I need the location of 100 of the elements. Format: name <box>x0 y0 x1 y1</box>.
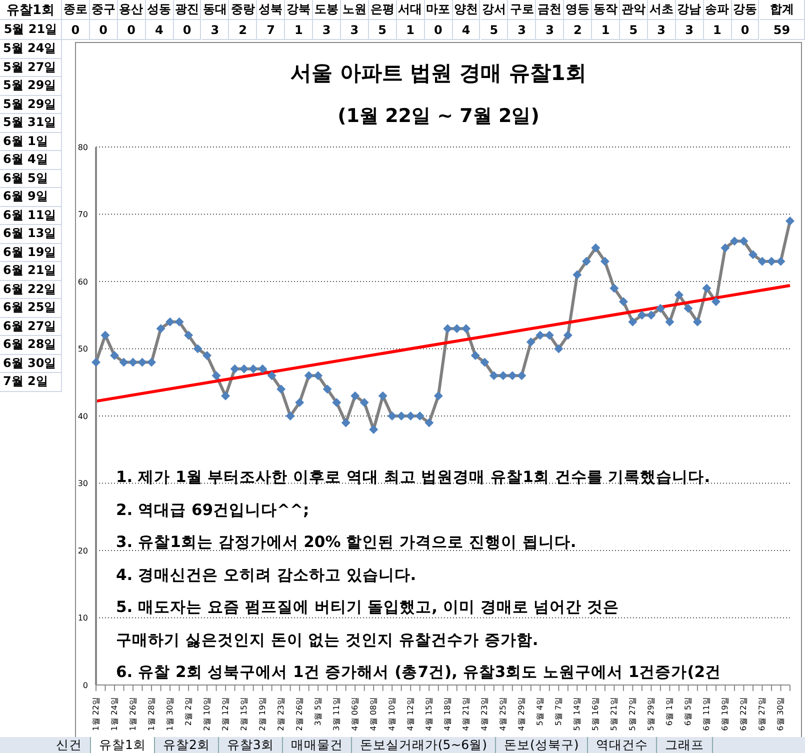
x-tick-label: 5월 4일 <box>536 697 545 726</box>
x-tick-label: 2월 15일 <box>240 697 249 731</box>
x-tick-label: 노원 <box>341 0 369 20</box>
text: 6월 5일 <box>0 170 62 188</box>
text: 6월 28일 <box>0 336 62 354</box>
data-label: 0 <box>118 20 146 40</box>
x-tick-label: 합계 <box>760 0 805 20</box>
text: 6월 21일 <box>0 262 62 280</box>
text: 신건 <box>48 736 91 753</box>
data-label: 2 <box>564 20 592 40</box>
x-tick-label: 6월 27일 <box>758 697 767 731</box>
x-tick-label: 마포 <box>424 0 453 20</box>
x-tick-label: 6월 22일 <box>739 697 748 731</box>
data-label: 5 <box>620 20 648 40</box>
text: 6월 30일 <box>0 354 62 373</box>
text: 유찰3회 <box>218 736 283 753</box>
x-tick-label: 1월 28일 <box>147 697 156 731</box>
text: 7월 2일 <box>0 373 62 392</box>
x-tick-label: 2월 2일 <box>184 697 194 726</box>
text: 돈보실거래가(5~6월) <box>352 736 496 753</box>
data-label: 3 <box>341 20 369 40</box>
text: 6월 19일 <box>0 244 62 262</box>
x-tick-label: 은평 <box>368 0 397 20</box>
x-tick-label: 4월 25일 <box>498 697 508 731</box>
x-tick-label: 영등 <box>564 0 592 20</box>
x-tick-label: 4월 18일 <box>443 697 452 731</box>
x-tick-label: 2월 10일 <box>202 697 212 731</box>
annotation: 4. 경매신건은 오히려 감소하고 있습니다. <box>116 564 418 586</box>
x-tick-label: 송파 <box>704 0 732 20</box>
data-label: 1 <box>592 20 620 40</box>
data-label: 1 <box>704 20 732 40</box>
x-tick-label: 1월 26일 <box>128 697 138 731</box>
text: 5월 27일 <box>0 58 62 77</box>
x-tick-label: 5월 16일 <box>591 697 600 731</box>
x-tick-label: 5월 7일 <box>554 697 564 726</box>
x-tick-label: 3월 11일 <box>332 697 342 731</box>
x-tick-label: 강서 <box>480 0 508 20</box>
x-tick-label: 성북 <box>257 0 286 20</box>
x-tick-label: 3월 5일 <box>314 697 323 726</box>
text: 돈보(성북구) <box>496 736 588 753</box>
x-tick-label: 도봉 <box>313 0 341 20</box>
x-tick-label: 5월 29일 <box>646 697 656 731</box>
data-label: 3 <box>676 20 704 40</box>
x-tick-label: 동작 <box>592 0 620 20</box>
data-label: 1 <box>396 20 425 40</box>
text: 6월 11일 <box>0 206 62 225</box>
y-tick-label: 70 <box>78 210 88 220</box>
x-tick-label: 중구 <box>90 0 118 20</box>
text: 유찰2회 <box>154 736 219 753</box>
x-tick-label: 1월 22일 <box>92 697 100 731</box>
x-tick-label: 4월 08일 <box>369 697 378 731</box>
x-tick-label: 관악 <box>620 0 648 20</box>
y-tick-label: 40 <box>78 412 88 421</box>
text: 6월 27일 <box>0 318 62 336</box>
data-label: 1 <box>285 20 314 40</box>
data-label: 2 <box>229 20 258 40</box>
y-tick-label: 0 <box>82 680 88 690</box>
data-label: 0 <box>732 20 760 40</box>
x-tick-label: 6월 11일 <box>702 697 712 731</box>
x-tick-label: 광진 <box>174 0 202 20</box>
data-label: 4 <box>452 20 480 40</box>
data-label: 3 <box>202 20 230 40</box>
x-tick-label: 6월 5일 <box>684 697 693 726</box>
y-tick-label: 80 <box>78 142 88 152</box>
data-label: 59 <box>760 20 805 40</box>
x-tick-label: 양천 <box>452 0 480 20</box>
y-tick-label: 60 <box>78 277 88 286</box>
x-tick-label: 4월 15일 <box>424 697 434 731</box>
x-tick-label: 4월 06일 <box>350 697 360 731</box>
text: 유찰1회 <box>0 0 62 20</box>
chart-subtitle: (1월 22일 ~ 7월 2일) <box>336 104 540 129</box>
x-tick-label: 성동 <box>146 0 174 20</box>
annotation: 3. 유찰1회는 감정가에서 20% 할인된 가격으로 진행이 됩니다. <box>116 532 578 553</box>
x-tick-label: 1월 30일 <box>166 697 175 731</box>
data-label: 3 <box>313 20 341 40</box>
x-tick-label: 강남 <box>676 0 704 20</box>
text: 6월 22일 <box>0 280 62 299</box>
annotation: 6. 유찰 2회 성북구에서 1건 증가해서 (총7건), 유찰3회도 노원구에서 1건증가(2건 <box>116 662 722 683</box>
x-tick-label: 서대 <box>396 0 425 20</box>
x-tick-label: 5월 21일 <box>610 697 619 731</box>
data-label: 0 <box>174 20 202 40</box>
text: 6월 25일 <box>0 299 62 318</box>
x-tick-label: 5월 27일 <box>628 697 638 731</box>
text: 역대건수 <box>588 736 657 753</box>
x-tick-label: 5월 14일 <box>572 697 582 731</box>
annotation: 2. 역대급 69건입니다^^; <box>116 500 310 520</box>
text: 5월 29일 <box>0 77 62 96</box>
data-label: 3 <box>508 20 536 40</box>
text: 5월 29일 <box>0 96 62 114</box>
text: 그래프 <box>656 736 713 753</box>
data-label: 3 <box>536 20 564 40</box>
annotation: 구매하기 싫은것인지 돈이 없는 것인지 유찰건수가 증가함. <box>116 630 540 650</box>
data-label: 5 <box>480 20 508 40</box>
x-tick-label: 6월 19일 <box>720 697 730 731</box>
x-tick-label: 서초 <box>648 0 676 20</box>
text: 6월 1일 <box>0 132 62 151</box>
y-tick-label: 10 <box>78 614 88 623</box>
x-tick-label: 6월 30일 <box>776 697 786 731</box>
text: 6월 9일 <box>0 188 62 206</box>
text: 유찰1회 <box>91 736 155 753</box>
